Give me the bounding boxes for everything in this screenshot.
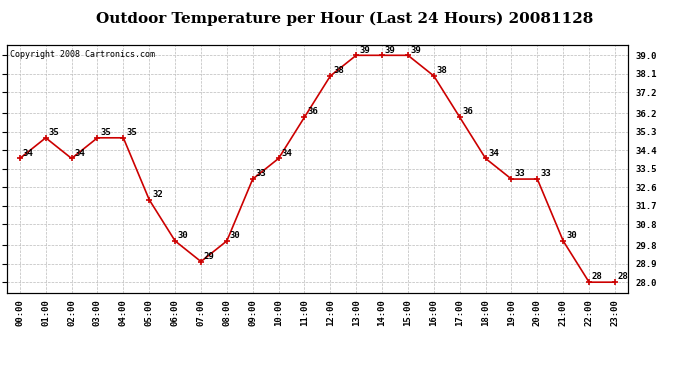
Text: 28: 28 [618,272,629,281]
Text: 34: 34 [75,148,85,158]
Text: 38: 38 [333,66,344,75]
Text: 36: 36 [307,107,318,116]
Text: 29: 29 [204,252,215,261]
Text: 33: 33 [255,169,266,178]
Text: Outdoor Temperature per Hour (Last 24 Hours) 20081128: Outdoor Temperature per Hour (Last 24 Ho… [97,11,593,26]
Text: 30: 30 [566,231,577,240]
Text: 39: 39 [359,45,370,54]
Text: 32: 32 [152,190,163,199]
Text: 33: 33 [540,169,551,178]
Text: Copyright 2008 Cartronics.com: Copyright 2008 Cartronics.com [10,50,155,59]
Text: 36: 36 [462,107,473,116]
Text: 39: 39 [385,45,395,54]
Text: 38: 38 [437,66,447,75]
Text: 33: 33 [514,169,525,178]
Text: 34: 34 [489,148,499,158]
Text: 39: 39 [411,45,422,54]
Text: 30: 30 [230,231,240,240]
Text: 35: 35 [126,128,137,137]
Text: 35: 35 [48,128,59,137]
Text: 34: 34 [23,148,33,158]
Text: 28: 28 [592,272,602,281]
Text: 30: 30 [178,231,188,240]
Text: 34: 34 [282,148,292,158]
Text: 35: 35 [100,128,111,137]
